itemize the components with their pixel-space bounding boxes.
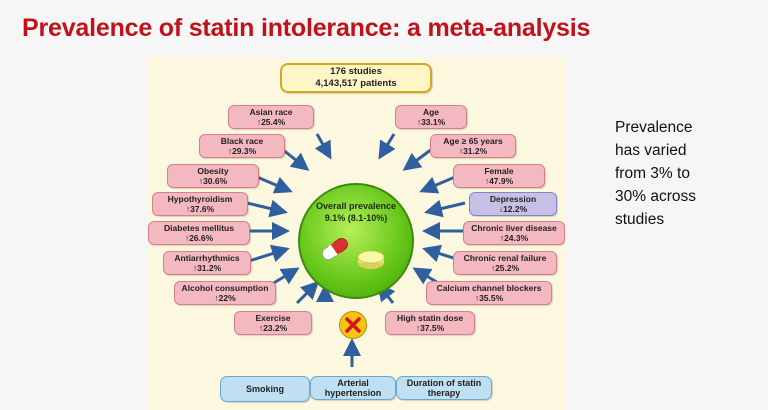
factor-name: Calcium channel blockers <box>436 283 542 293</box>
factor-name: Chronic liver disease <box>471 223 557 233</box>
factor-high-statin-dose: High statin dose ↑37.5% <box>385 311 475 335</box>
arrow-hypothyroidism <box>246 199 288 218</box>
arrow-black-race <box>281 147 310 171</box>
factor-value: ↑22% <box>214 293 236 303</box>
arrow-female <box>419 175 456 194</box>
factor-name: Hypothyroidism <box>167 194 233 204</box>
studies-count: 176 studies <box>330 66 382 77</box>
nonfactor-label-2: therapy <box>427 388 461 398</box>
factor-obesity: Obesity ↑30.6% <box>167 164 259 188</box>
overall-prevalence-value: 9.1% (8.1-10%) <box>324 213 388 223</box>
factor-name: Diabetes mellitus <box>164 223 234 233</box>
arrow-depression <box>424 199 466 218</box>
prevalence-note-line: 30% across <box>615 188 696 205</box>
factor-value: ↑37.5% <box>415 323 445 333</box>
factor-age-65: Age ≥ 65 years ↑31.2% <box>430 134 516 158</box>
factor-name: Alcohol consumption <box>181 283 269 293</box>
factor-value: ↑33.1% <box>416 117 446 127</box>
factor-name: Chronic renal failure <box>463 253 547 263</box>
arrow-antiarrhythmics <box>248 244 290 263</box>
factor-value: ↑23.2% <box>258 323 288 333</box>
factor-name: Black race <box>220 136 264 146</box>
factor-hypothyroidism: Hypothyroidism ↑37.6% <box>152 192 248 216</box>
factor-name: Age ≥ 65 years <box>443 136 503 146</box>
factor-name: Exercise <box>255 313 291 323</box>
prevalence-note-line: from 3% to <box>615 165 690 182</box>
arrow-obesity <box>256 175 293 194</box>
factor-value: ↑31.2% <box>458 146 488 156</box>
studies-box: 176 studies 4,143,517 patients <box>280 63 432 93</box>
factor-exercise: Exercise ↑23.2% <box>234 311 312 335</box>
factor-value: ↑25.2% <box>490 263 520 273</box>
overall-prevalence-title: Overall prevalence <box>315 201 397 211</box>
nonfactor-arterial-hypertension: Arterial hypertension <box>310 376 396 400</box>
factor-depression: Depression ↓12.2% <box>469 192 557 216</box>
factor-value: ↑25.4% <box>256 117 286 127</box>
factor-value: ↑47.9% <box>484 176 514 186</box>
factor-value: ↑24.3% <box>499 233 529 243</box>
factor-name: Age <box>422 107 440 117</box>
factor-value: ↑31.2% <box>192 263 222 273</box>
slide-title: Prevalence of statin intolerance: a meta… <box>22 14 591 42</box>
nonfactor-smoking: Smoking <box>220 376 310 402</box>
tablet-icon <box>357 250 385 269</box>
factor-value: ↓12.2% <box>498 204 528 214</box>
nonfactor-label: Smoking <box>245 384 284 394</box>
factor-age: Age ↑33.1% <box>395 105 467 129</box>
prevalence-note-line: studies <box>615 211 665 228</box>
patients-count: 4,143,517 patients <box>315 78 397 89</box>
arrow-age <box>378 133 396 160</box>
factor-diabetes-mellitus: Diabetes mellitus ↑26.6% <box>148 221 250 245</box>
nonfactor-duration-statin-therapy: Duration of statin therapy <box>396 376 492 400</box>
prevalence-note-line: Prevalence <box>615 119 693 136</box>
factor-alcohol-consumption: Alcohol consumption ↑22% <box>174 281 276 305</box>
factor-chronic-liver-disease: Chronic liver disease ↑24.3% <box>463 221 565 245</box>
factor-value: ↑37.6% <box>185 204 215 214</box>
prevalence-note-line: has varied <box>615 142 687 159</box>
factor-asian-race: Asian race ↑25.4% <box>228 105 314 129</box>
pill-capsule-icon <box>322 238 348 260</box>
arrow-asian-race <box>314 133 332 160</box>
factor-chronic-renal-failure: Chronic renal failure ↑25.2% <box>453 251 557 275</box>
factor-name: Obesity <box>197 166 229 176</box>
arrow-age65 <box>402 147 433 171</box>
factor-value: ↑30.6% <box>198 176 228 186</box>
meta-analysis-figure: 176 studies 4,143,517 patients Asian rac… <box>147 57 565 410</box>
arrow-exercise <box>295 280 320 305</box>
factor-name: Asian race <box>249 107 293 117</box>
prevalence-note: Prevalence has varied from 3% to 30% acr… <box>615 116 745 231</box>
factor-antiarrhythmics: Antiarrhythmics ↑31.2% <box>163 251 251 275</box>
factor-calcium-channel-blockers: Calcium channel blockers ↑35.5% <box>426 281 552 305</box>
factor-female: Female ↑47.9% <box>453 164 545 188</box>
factor-name: High statin dose <box>396 313 464 323</box>
factor-value: ↑29.3% <box>227 146 257 156</box>
arrows-layer <box>246 133 466 367</box>
nonfactor-label: Duration of statin <box>406 378 482 388</box>
factor-value: ↑26.6% <box>184 233 214 243</box>
factor-black-race: Black race ↑29.3% <box>199 134 285 158</box>
factor-name: Female <box>484 166 514 176</box>
overall-prevalence-circle: Overall prevalence 9.1% (8.1-10%) <box>298 183 414 299</box>
nonfactor-label: Arterial <box>337 378 369 388</box>
nonfactor-label-2: hypertension <box>324 388 382 398</box>
factor-value: ↑35.5% <box>474 293 504 303</box>
no-effect-x-icon <box>339 311 367 339</box>
factor-name: Antiarrhythmics <box>174 253 240 263</box>
factor-name: Depression <box>489 194 537 204</box>
